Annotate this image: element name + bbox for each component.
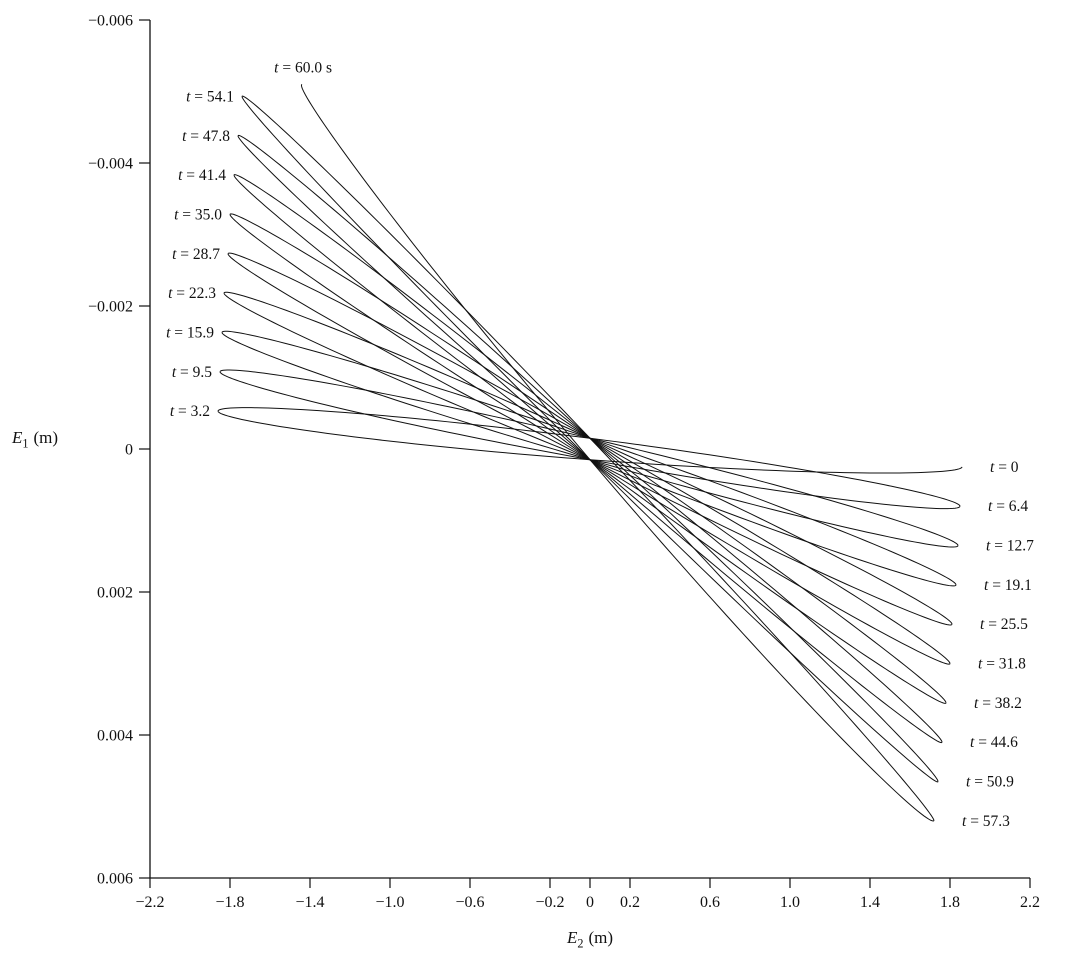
y-axis-label: E1 (m): [12, 428, 58, 451]
x-tick-label: −0.2: [535, 894, 564, 911]
time-label: t = 35.0: [174, 206, 222, 223]
orbit-loop-arc: [219, 369, 959, 546]
y-axis-unit: (m): [33, 428, 59, 447]
orbit-loop-arc: [223, 292, 957, 587]
y-tick-label: −0.004: [88, 156, 133, 173]
x-tick-label: 1.4: [860, 894, 880, 911]
y-tick-label: 0.002: [97, 585, 133, 602]
x-axis-unit: (m): [588, 928, 614, 947]
x-axis-variable: E: [566, 928, 578, 947]
orbit-loop-arc: [233, 175, 947, 704]
time-label: t = 19.1: [984, 577, 1032, 594]
orbit-loop-arc: [227, 253, 953, 626]
time-label: t = 41.4: [178, 167, 226, 184]
x-axis-label: E2 (m): [567, 928, 613, 951]
orbit-loop-arc: [241, 95, 935, 821]
x-tick-label: −0.6: [455, 894, 484, 911]
time-label: t = 15.9: [166, 324, 214, 341]
axis-lines: [149, 20, 1030, 879]
x-tick-label: −1.8: [215, 894, 244, 911]
time-label: t = 28.7: [172, 246, 220, 263]
time-label: t = 31.8: [978, 656, 1026, 673]
x-tick-label: 0.6: [700, 894, 720, 911]
time-label: t = 38.2: [974, 695, 1022, 712]
time-label: t = 6.4: [988, 498, 1028, 515]
x-tick-label: 1.8: [940, 894, 960, 911]
time-label: t = 60.0 s: [274, 59, 332, 76]
orbit-loop-arc: [237, 135, 943, 744]
orbit-loop-arc: [300, 83, 935, 822]
x-tick-label: 0.2: [620, 894, 640, 911]
time-label: t = 9.5: [172, 364, 212, 381]
x-tick-label: 1.0: [780, 894, 800, 911]
orbit-loop-arc: [217, 407, 961, 507]
time-label: t = 12.7: [986, 538, 1034, 555]
y-axis-variable: E: [12, 428, 23, 447]
x-tick-label: −1.4: [295, 894, 324, 911]
x-axis-subscript: 2: [577, 936, 584, 951]
y-tick-label: 0: [125, 442, 133, 459]
y-tick-label: 0.004: [97, 728, 133, 745]
time-label: t = 44.6: [970, 734, 1018, 751]
time-label: t = 50.9: [966, 773, 1014, 790]
x-tick-label: −1.0: [375, 894, 404, 911]
y-tick-label: −0.002: [88, 299, 133, 316]
orbit-loop-arc: [217, 410, 963, 474]
x-tick-label: 0: [586, 894, 594, 911]
time-label: t = 54.1: [186, 89, 234, 106]
orbit-loop-arc: [229, 214, 951, 665]
time-label: t = 22.3: [168, 285, 216, 302]
y-tick-label: 0.006: [97, 871, 133, 888]
orbit-loop-arc: [221, 332, 959, 548]
time-label: t = 3.2: [170, 403, 210, 420]
time-label: t = 0: [990, 459, 1019, 476]
time-label: t = 25.5: [980, 616, 1028, 633]
y-axis-subscript: 1: [22, 436, 29, 451]
time-label: t = 47.8: [182, 128, 230, 145]
x-tick-label: −2.2: [135, 894, 164, 911]
time-label: t = 57.3: [962, 813, 1010, 830]
x-tick-label: 2.2: [1020, 894, 1040, 911]
y-tick-label: −0.006: [88, 13, 133, 30]
orbit-loop-arc: [241, 96, 939, 783]
orbit-loop-arc: [219, 371, 961, 510]
